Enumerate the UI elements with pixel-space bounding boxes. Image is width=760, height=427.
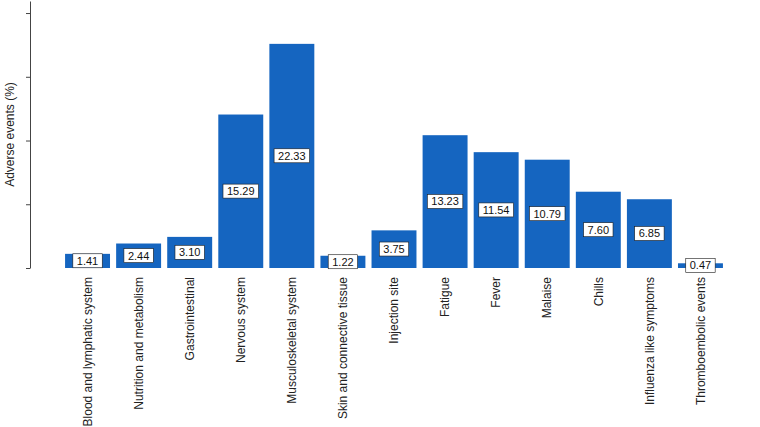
data-label: 7.60 [588, 224, 609, 236]
x-tick-label: Blood and lymphatic system [81, 277, 95, 426]
data-label-box [686, 258, 715, 272]
y-tick [26, 77, 30, 78]
data-label: 13.23 [431, 195, 459, 207]
data-label-box [274, 149, 310, 163]
x-tick: Malaise [540, 277, 554, 319]
x-tick: Thromboembolic events [694, 277, 708, 405]
x-tick: Gastrointestinal [183, 277, 197, 360]
data-label-box [427, 194, 463, 208]
data-label-group: 15.29 [223, 184, 259, 198]
y-tick-mark [26, 204, 30, 205]
data-label-group: 7.60 [584, 223, 613, 237]
x-tick: Influenza like symptoms [643, 277, 657, 405]
data-label-box [635, 226, 664, 240]
y-axis-title: Adverse events (%) [3, 82, 17, 187]
data-label: 3.75 [383, 243, 404, 255]
data-label-group: 1.22 [328, 255, 357, 269]
x-tick-label: Fatigue [438, 277, 452, 317]
y-axis-line [30, 2, 31, 269]
x-tick: Fever [489, 277, 503, 308]
y-tick-mark [26, 77, 30, 78]
data-label-group: 22.33 [274, 149, 310, 163]
x-tick-label: Malaise [540, 277, 554, 319]
x-tick: Injection site [387, 277, 401, 344]
bar [525, 160, 570, 268]
data-label: 0.47 [690, 259, 711, 271]
x-tick-label: Skin and connective tissue [336, 277, 350, 419]
y-tick-mark [26, 141, 30, 142]
data-label: 6.85 [639, 227, 660, 239]
data-label: 10.79 [533, 208, 561, 220]
data-label-box [73, 254, 102, 268]
y-tick [26, 204, 30, 205]
y-axis [26, 2, 31, 269]
bar [65, 254, 110, 268]
x-tick: Blood and lymphatic system [81, 277, 95, 426]
x-tick: Skin and connective tissue [336, 277, 350, 419]
data-label: 15.29 [227, 185, 255, 197]
x-tick-label: Nervous system [234, 277, 248, 363]
chart-container: Blood and lymphatic system Nutrition and … [0, 0, 760, 427]
data-label: 11.54 [483, 204, 510, 216]
data-label-box [328, 255, 357, 269]
data-labels: 1.41 2.44 3.10 15.29 22.33 1.22 3.75 13.23 11.54… [73, 149, 715, 273]
bar [372, 230, 417, 268]
data-label-box [223, 184, 259, 198]
data-label-group: 6.85 [635, 226, 664, 240]
chart-svg: Blood and lymphatic system Nutrition and … [0, 0, 760, 427]
y-tick-mark [26, 13, 30, 14]
y-tick [26, 141, 30, 142]
data-label: 2.44 [128, 250, 149, 262]
data-label-box [124, 249, 153, 263]
y-tick-mark [26, 268, 30, 269]
x-tick-label: Injection site [387, 277, 401, 344]
x-tick-label: Gastrointestinal [183, 277, 197, 360]
data-label-box [529, 207, 565, 221]
x-tick-label: Nutrition and metabolism [132, 277, 146, 410]
x-tick-label: Chills [592, 277, 606, 306]
data-label: 1.41 [77, 255, 98, 267]
bar [167, 237, 212, 268]
bar [269, 44, 314, 268]
x-tick: Fatigue [438, 277, 452, 317]
bar [320, 256, 365, 268]
data-label-box [379, 242, 408, 256]
bar [576, 192, 621, 268]
data-label-group: 11.54 [479, 203, 514, 217]
bars [65, 44, 723, 268]
data-label: 3.10 [179, 246, 200, 258]
x-tick: Nervous system [234, 277, 248, 363]
data-label-box [584, 223, 613, 237]
data-label-box [175, 245, 204, 259]
x-axis: Blood and lymphatic system Nutrition and … [81, 277, 708, 427]
x-tick-label: Thromboembolic events [694, 277, 708, 405]
data-label-group: 2.44 [124, 249, 153, 263]
y-tick [26, 268, 30, 269]
bar [423, 135, 468, 268]
data-label: 22.33 [278, 150, 306, 162]
data-label: 1.22 [332, 256, 353, 268]
x-tick: Nutrition and metabolism [132, 277, 146, 410]
data-label-group: 3.75 [379, 242, 408, 256]
bar [474, 152, 519, 268]
x-tick: Musculoskeletal system [285, 277, 299, 404]
x-tick-label: Influenza like symptoms [643, 277, 657, 405]
data-label-group: 3.10 [175, 245, 204, 259]
data-label-group: 0.47 [686, 258, 715, 272]
bar [116, 244, 161, 268]
x-tick-label: Musculoskeletal system [285, 277, 299, 404]
y-tick [26, 13, 30, 14]
data-label-group: 13.23 [427, 194, 463, 208]
data-label-group: 10.79 [529, 207, 565, 221]
x-tick: Chills [592, 277, 606, 306]
data-label-box [479, 203, 514, 217]
bar [627, 199, 672, 268]
bar [218, 115, 263, 268]
data-label-group: 1.41 [73, 254, 102, 268]
plot-area: Blood and lymphatic system Nutrition and … [26, 2, 723, 427]
x-tick-label: Fever [489, 277, 503, 308]
